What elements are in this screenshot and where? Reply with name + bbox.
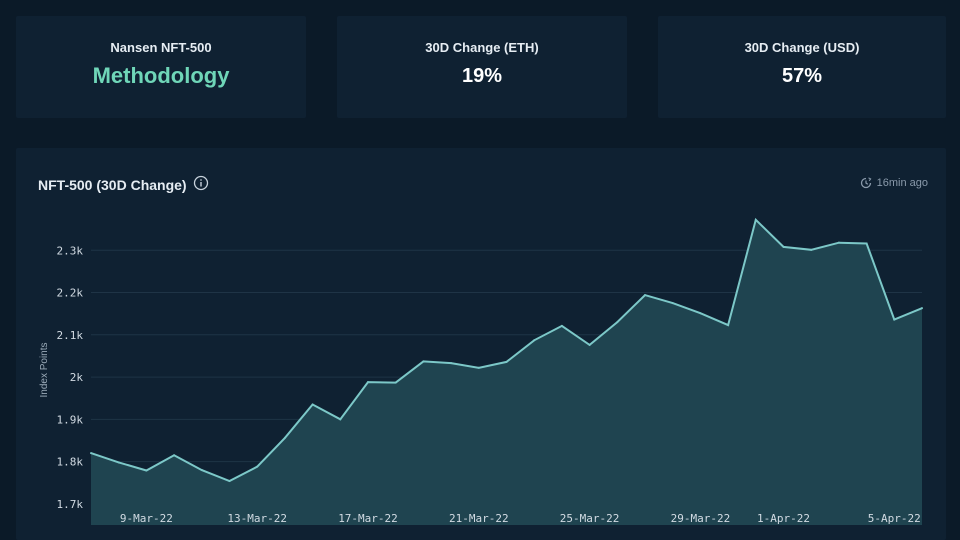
data-point[interactable] — [477, 366, 480, 369]
x-tick-label: 25-Mar-22 — [560, 512, 620, 525]
stat-card-index: Nansen NFT-500 Methodology — [16, 16, 306, 118]
y-tick-label: 2k — [70, 371, 84, 384]
data-point[interactable] — [450, 362, 453, 365]
x-tick-label: 9-Mar-22 — [120, 512, 173, 525]
data-point[interactable] — [422, 360, 425, 363]
data-point[interactable] — [505, 360, 508, 363]
y-axis-title: Index Points — [39, 342, 50, 397]
data-point[interactable] — [588, 343, 591, 346]
stat-card-eth-change: 30D Change (ETH) 19% — [337, 16, 627, 118]
x-tick-label: 13-Mar-22 — [227, 512, 287, 525]
data-point[interactable] — [644, 294, 646, 297]
stat-label: Nansen NFT-500 — [110, 40, 212, 55]
y-tick-label: 1.8k — [57, 456, 84, 469]
x-tick-label: 17-Mar-22 — [338, 512, 398, 525]
x-tick-label: 5-Apr-22 — [868, 512, 921, 525]
series-area — [91, 219, 922, 526]
data-point[interactable] — [782, 245, 785, 248]
data-point[interactable] — [560, 324, 563, 327]
stat-card-usd-change: 30D Change (USD) 57% — [658, 16, 946, 118]
data-point[interactable] — [117, 461, 120, 464]
x-tick-label: 29-Mar-22 — [671, 512, 731, 525]
data-point[interactable] — [145, 469, 148, 472]
data-point[interactable] — [173, 454, 176, 457]
data-point[interactable] — [394, 381, 397, 384]
y-tick-label: 2.3k — [57, 244, 84, 257]
last-updated: 16min ago — [860, 177, 928, 189]
x-tick-label: 21-Mar-22 — [449, 512, 509, 525]
data-point[interactable] — [616, 321, 619, 324]
chart-plot: 1.7k 1.8k 1.9k 2k 2.1k 2.2k 2.3k 9-Mar-22 13-Ma… — [39, 217, 923, 526]
y-tick-label: 2.1k — [57, 329, 84, 342]
stat-value: 57% — [781, 65, 823, 87]
data-point[interactable] — [810, 248, 813, 251]
data-point[interactable] — [311, 403, 314, 406]
y-tick-label: 1.9k — [57, 413, 84, 426]
chart-title: NFT-500 (30D Change) — [38, 175, 209, 194]
data-point[interactable] — [90, 452, 92, 455]
data-point[interactable] — [283, 436, 286, 439]
data-point[interactable] — [200, 469, 203, 472]
y-tick-label: 2.2k — [57, 287, 84, 300]
stat-label: 30D Change (USD) — [744, 40, 860, 55]
data-point[interactable] — [533, 339, 536, 342]
stat-label: 30D Change (ETH) — [425, 40, 539, 55]
data-point[interactable] — [367, 381, 369, 384]
data-point[interactable] — [228, 480, 231, 483]
data-point[interactable] — [865, 242, 868, 245]
x-tick-label: 1-Apr-22 — [757, 512, 810, 525]
data-point[interactable] — [727, 324, 730, 327]
chart-title-text: NFT-500 (30D Change) — [38, 176, 187, 193]
data-point[interactable] — [754, 218, 757, 221]
y-tick-label: 1.7k — [57, 498, 84, 511]
chart-card: 1.7k 1.8k 1.9k 2k 2.1k 2.2k 2.3k 9-Mar-22 13-Ma… — [16, 148, 946, 540]
data-point[interactable] — [671, 302, 674, 305]
clock-refresh-icon — [860, 177, 872, 189]
data-point[interactable] — [339, 418, 342, 421]
info-circle-icon[interactable] — [193, 175, 209, 194]
data-point[interactable] — [893, 318, 896, 321]
data-point[interactable] — [921, 307, 923, 310]
updated-text: 16min ago — [876, 177, 928, 189]
data-point[interactable] — [256, 465, 259, 468]
methodology-link[interactable]: Methodology — [92, 63, 230, 88]
data-point[interactable] — [837, 241, 840, 244]
data-point[interactable] — [699, 312, 702, 315]
stat-value: 19% — [461, 65, 503, 87]
